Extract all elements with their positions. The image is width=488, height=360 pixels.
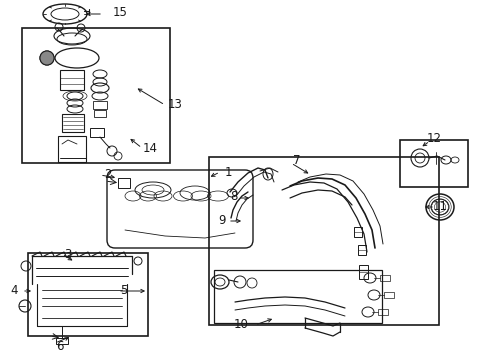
Bar [58,136,86,162]
Bar [62,114,84,132]
Bar [383,292,393,298]
Ellipse shape [40,51,54,65]
Bar [214,270,381,323]
Text: 5: 5 [120,284,127,297]
Bar [56,338,68,344]
Text: 12: 12 [426,131,441,144]
Text: 3: 3 [64,248,72,261]
Bar [379,275,389,281]
Text: 9: 9 [218,215,225,228]
Text: 2: 2 [104,168,112,181]
Bar [377,309,387,315]
Bar [90,128,104,137]
Text: 14: 14 [142,141,157,154]
Bar [353,227,361,237]
Bar [28,253,148,336]
Text: 15: 15 [112,5,127,18]
Bar [93,101,107,109]
Text: 7: 7 [293,153,300,166]
Text: 1: 1 [224,166,231,179]
Text: 4: 4 [10,284,18,297]
Bar [399,140,467,187]
Bar [22,28,170,163]
Text: 11: 11 [431,201,447,213]
Bar [94,110,106,117]
Bar [118,178,130,188]
Bar [60,70,84,90]
Text: 8: 8 [230,189,237,202]
Bar [208,157,438,325]
Bar [358,265,367,279]
Text: 13: 13 [167,99,182,112]
Bar [357,245,365,255]
Text: 10: 10 [233,319,248,332]
Text: 6: 6 [56,339,63,352]
